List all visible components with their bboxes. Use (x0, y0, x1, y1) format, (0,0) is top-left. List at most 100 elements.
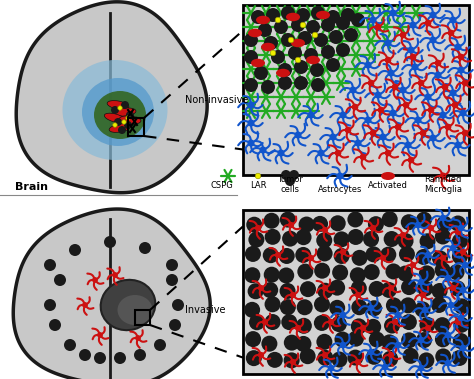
Circle shape (460, 287, 465, 293)
Circle shape (430, 135, 436, 141)
Circle shape (416, 212, 432, 228)
Circle shape (263, 319, 267, 324)
Circle shape (266, 8, 280, 22)
Circle shape (415, 117, 421, 123)
Circle shape (448, 264, 465, 280)
Circle shape (264, 314, 281, 330)
Circle shape (172, 299, 184, 311)
Circle shape (136, 336, 140, 340)
Circle shape (299, 216, 315, 233)
Ellipse shape (119, 116, 141, 124)
Circle shape (334, 248, 350, 264)
Circle shape (295, 132, 301, 138)
Circle shape (403, 102, 409, 108)
Text: Tumor
cells: Tumor cells (277, 175, 303, 194)
Text: LAR: LAR (250, 181, 266, 190)
Circle shape (126, 116, 130, 120)
Circle shape (351, 299, 367, 315)
Circle shape (390, 10, 396, 16)
Circle shape (456, 319, 460, 324)
Circle shape (422, 307, 428, 313)
Circle shape (351, 318, 367, 334)
Circle shape (271, 50, 285, 64)
Text: Non-invasive: Non-invasive (185, 95, 248, 105)
Circle shape (330, 215, 346, 231)
Circle shape (446, 124, 451, 130)
Circle shape (452, 102, 457, 108)
Circle shape (401, 233, 405, 237)
Circle shape (93, 278, 97, 282)
Circle shape (368, 349, 374, 355)
Circle shape (395, 124, 401, 130)
Circle shape (416, 249, 431, 265)
Circle shape (298, 31, 312, 45)
Circle shape (366, 300, 382, 316)
Circle shape (369, 281, 385, 297)
Circle shape (351, 13, 365, 27)
Circle shape (297, 264, 313, 280)
Circle shape (370, 130, 375, 136)
Circle shape (323, 227, 328, 232)
Bar (128, 118, 144, 136)
Circle shape (352, 104, 358, 110)
Circle shape (386, 298, 402, 313)
Circle shape (332, 265, 348, 280)
Circle shape (401, 314, 417, 330)
Circle shape (264, 296, 281, 312)
Circle shape (399, 246, 415, 262)
Circle shape (166, 274, 178, 286)
Circle shape (402, 348, 419, 364)
Circle shape (382, 351, 398, 367)
Circle shape (341, 250, 346, 254)
Circle shape (280, 211, 296, 227)
Circle shape (383, 231, 400, 247)
Ellipse shape (118, 295, 153, 325)
Circle shape (291, 18, 305, 32)
Bar (243, 5, 469, 175)
Circle shape (395, 342, 401, 348)
Circle shape (337, 173, 343, 179)
Circle shape (169, 319, 181, 331)
Circle shape (296, 326, 301, 330)
Circle shape (389, 352, 393, 357)
Circle shape (458, 67, 464, 73)
Circle shape (419, 265, 435, 281)
Circle shape (385, 57, 391, 63)
Circle shape (336, 43, 350, 57)
Circle shape (462, 130, 468, 136)
Circle shape (54, 274, 66, 286)
Circle shape (415, 222, 420, 228)
Circle shape (450, 216, 466, 232)
Circle shape (259, 286, 264, 290)
Circle shape (446, 332, 451, 338)
Circle shape (385, 40, 391, 46)
Circle shape (458, 226, 464, 231)
Circle shape (384, 318, 400, 334)
Circle shape (278, 76, 292, 90)
Circle shape (118, 106, 122, 110)
Circle shape (274, 20, 288, 34)
Circle shape (311, 6, 325, 20)
Circle shape (412, 64, 418, 70)
Circle shape (442, 85, 447, 90)
Circle shape (328, 319, 333, 324)
Circle shape (314, 33, 328, 47)
Circle shape (450, 90, 456, 96)
Circle shape (371, 226, 375, 230)
Circle shape (323, 286, 328, 290)
Circle shape (122, 120, 126, 124)
Circle shape (278, 268, 294, 283)
Circle shape (251, 10, 265, 24)
Ellipse shape (100, 280, 155, 330)
Circle shape (352, 250, 367, 266)
Circle shape (304, 48, 318, 62)
Circle shape (432, 251, 448, 266)
Circle shape (456, 230, 460, 235)
Circle shape (270, 50, 276, 56)
Ellipse shape (286, 13, 300, 21)
Circle shape (430, 37, 436, 43)
Circle shape (247, 283, 264, 299)
Circle shape (348, 229, 364, 245)
Circle shape (154, 339, 166, 351)
PathPatch shape (16, 2, 207, 193)
